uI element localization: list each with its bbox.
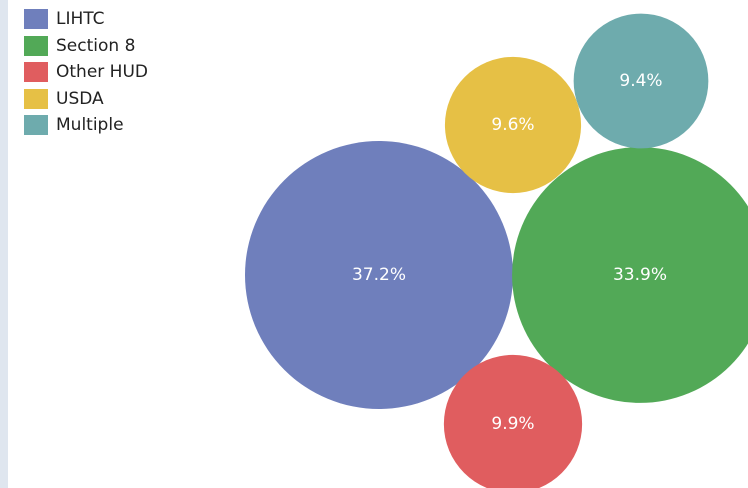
legend-swatch-multiple	[24, 115, 48, 136]
legend-item-multiple[interactable]: Multiple	[24, 112, 148, 139]
legend-swatch-usda	[24, 88, 48, 109]
legend-label: LIHTC	[56, 9, 105, 30]
bubble-usda[interactable]	[444, 56, 582, 194]
left-border	[0, 0, 8, 488]
bubble-label-section-8: 33.9%	[613, 265, 667, 285]
legend-label: Other HUD	[56, 62, 148, 83]
legend-label: USDA	[56, 88, 104, 109]
bubble-label-lihtc: 37.2%	[352, 265, 406, 285]
legend-label: Multiple	[56, 115, 124, 136]
legend-item-usda[interactable]: USDA	[24, 86, 148, 113]
legend-swatch-lihtc	[24, 9, 48, 30]
bubble-lihtc[interactable]	[245, 141, 513, 409]
bubble-multiple[interactable]	[573, 13, 709, 149]
bubble-other-hud[interactable]	[443, 354, 583, 488]
bubble-label-other-hud: 9.9%	[491, 414, 534, 434]
legend-swatch-section-8	[24, 35, 48, 56]
legend: LIHTC Section 8 Other HUD USDA Multiple	[24, 6, 148, 139]
legend-item-section-8[interactable]: Section 8	[24, 33, 148, 60]
legend-item-other-hud[interactable]: Other HUD	[24, 59, 148, 86]
legend-item-lihtc[interactable]: LIHTC	[24, 6, 148, 33]
legend-label: Section 8	[56, 35, 136, 56]
legend-swatch-other-hud	[24, 62, 48, 83]
bubble-section-8[interactable]	[512, 147, 748, 403]
bubble-label-usda: 9.6%	[491, 115, 534, 135]
bubble-label-multiple: 9.4%	[619, 71, 662, 91]
